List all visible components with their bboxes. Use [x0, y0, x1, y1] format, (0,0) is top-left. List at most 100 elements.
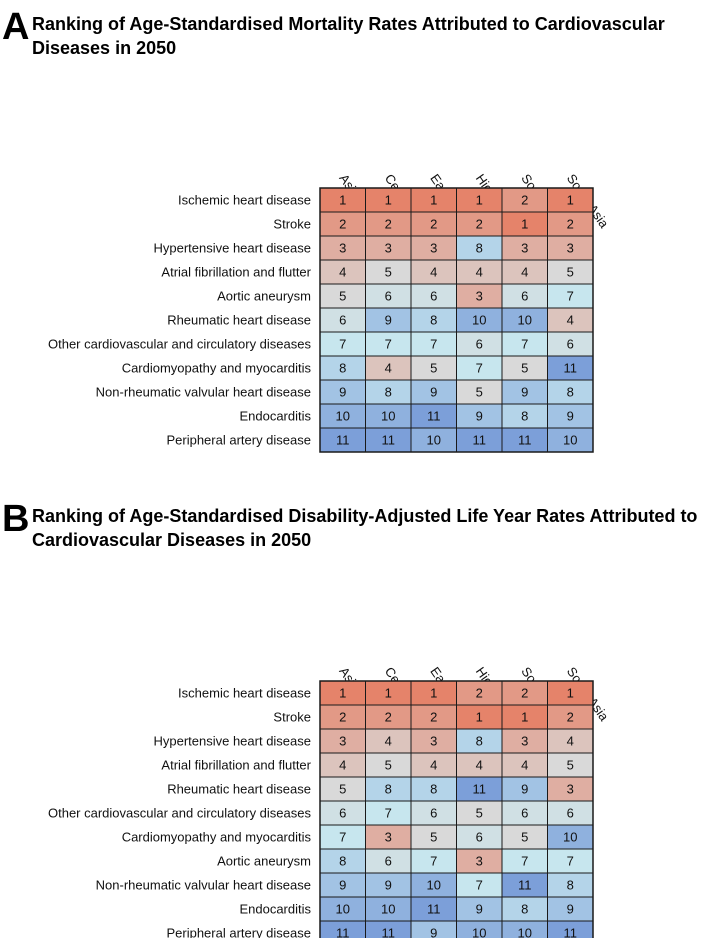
cell-value: 2: [430, 710, 437, 725]
heatmap-cell: [501, 848, 548, 874]
cell-value: 8: [385, 782, 392, 797]
heatmap-cell: [319, 259, 366, 285]
heatmap-cell: [410, 379, 457, 405]
cell-value: 10: [563, 830, 577, 845]
heatmap-cell: [547, 680, 594, 706]
cell-value: 11: [382, 926, 396, 939]
heatmap-cell: [365, 896, 412, 922]
cell-value: 4: [430, 265, 437, 280]
cell-value: 9: [430, 926, 437, 939]
cell-value: 1: [385, 193, 392, 208]
heatmap-cell: [365, 211, 412, 237]
cell-value: 9: [476, 409, 483, 424]
heatmap-border: [319, 680, 594, 938]
heatmap-cell: [547, 848, 594, 874]
heatmap-cell: [547, 824, 594, 850]
row-label: Cardiomyopathy and myocarditis: [122, 830, 312, 845]
cell-value: 2: [567, 710, 574, 725]
cell-value: 11: [473, 433, 487, 448]
cell-value: 11: [518, 433, 532, 448]
heatmap-cell: [365, 427, 412, 453]
cell-value: 2: [385, 710, 392, 725]
heatmap-cell: [456, 776, 503, 802]
cell-value: 8: [430, 782, 437, 797]
cell-value: 10: [381, 902, 395, 917]
cell-value: 6: [476, 337, 483, 352]
cell-value: 7: [567, 854, 574, 869]
cell-value: 9: [476, 902, 483, 917]
heatmap-cell: [365, 283, 412, 309]
cell-value: 6: [339, 806, 346, 821]
cell-value: 7: [430, 337, 437, 352]
heatmap-cell: [319, 800, 366, 826]
cell-value: 4: [430, 758, 437, 773]
cell-value: 1: [476, 193, 483, 208]
cell-value: 3: [430, 241, 437, 256]
cell-value: 9: [521, 782, 528, 797]
cell-value: 4: [476, 758, 483, 773]
cell-value: 8: [339, 854, 346, 869]
cell-value: 11: [427, 902, 441, 917]
row-label: Aortic aneurysm: [217, 854, 311, 869]
cell-value: 5: [567, 265, 574, 280]
cell-value: 1: [521, 710, 528, 725]
cell-value: 5: [430, 361, 437, 376]
cell-value: 6: [339, 313, 346, 328]
cell-value: 5: [385, 265, 392, 280]
row-label: Hypertensive heart disease: [153, 734, 311, 749]
heatmap-cell: [501, 728, 548, 754]
cell-value: 11: [473, 782, 487, 797]
cell-value: 8: [385, 385, 392, 400]
cell-value: 2: [476, 217, 483, 232]
heatmap-cell: [501, 235, 548, 261]
cell-value: 3: [339, 241, 346, 256]
cell-value: 5: [521, 361, 528, 376]
heatmap-cell: [410, 728, 457, 754]
heatmap-cell: [410, 403, 457, 429]
heatmap-cell: [501, 307, 548, 333]
heatmap-cell: [365, 379, 412, 405]
cell-value: 9: [430, 385, 437, 400]
heatmap-cell: [456, 259, 503, 285]
row-label: Non-rheumatic valvular heart disease: [96, 385, 311, 400]
cell-value: 3: [567, 782, 574, 797]
heatmap-cell: [501, 355, 548, 381]
cell-value: 6: [567, 806, 574, 821]
heatmap-cell: [456, 235, 503, 261]
heatmap-cell: [410, 427, 457, 453]
cell-value: 6: [567, 337, 574, 352]
panel-a-letter: A: [2, 6, 30, 48]
heatmap-cell: [365, 355, 412, 381]
heatmap-cell: [365, 704, 412, 730]
cell-value: 11: [427, 409, 441, 424]
heatmap-cell: [456, 680, 503, 706]
heatmap-cell: [319, 379, 366, 405]
heatmap-cell: [365, 872, 412, 898]
heatmap-cell: [410, 848, 457, 874]
heatmap-cell: [319, 848, 366, 874]
cell-value: 3: [521, 241, 528, 256]
cell-value: 8: [339, 361, 346, 376]
cell-value: 5: [521, 830, 528, 845]
heatmap-cell: [410, 824, 457, 850]
cell-value: 4: [521, 265, 528, 280]
heatmap-cell: [410, 752, 457, 778]
row-label: Atrial fibrillation and flutter: [161, 265, 311, 280]
cell-value: 8: [476, 734, 483, 749]
cell-value: 10: [336, 902, 350, 917]
cell-value: 7: [521, 337, 528, 352]
cell-value: 5: [476, 385, 483, 400]
row-label: Ischemic heart disease: [178, 686, 311, 701]
heatmap-cell: [410, 800, 457, 826]
cell-value: 2: [385, 217, 392, 232]
heatmap-cell: [501, 776, 548, 802]
cell-value: 6: [430, 289, 437, 304]
row-label: Peripheral artery disease: [166, 926, 311, 939]
cell-value: 3: [385, 241, 392, 256]
cell-value: 4: [339, 265, 346, 280]
heatmap-cell: [456, 355, 503, 381]
heatmap-cell: [365, 331, 412, 357]
cell-value: 1: [476, 710, 483, 725]
